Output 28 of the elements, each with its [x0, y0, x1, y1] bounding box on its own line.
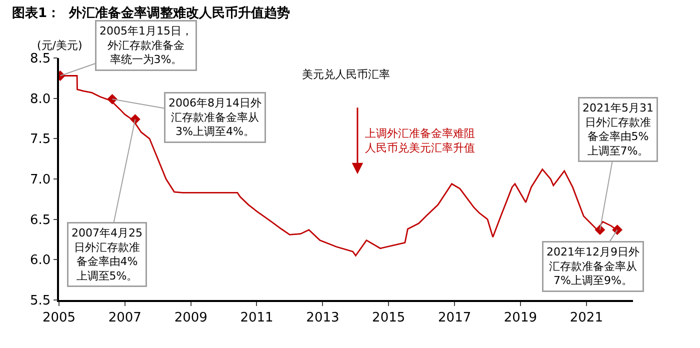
x-tick-label: 2005 [42, 310, 76, 326]
x-tick-label: 2021 [570, 310, 603, 326]
y-tick-label: 8.0 [30, 92, 51, 107]
annotation: 2007年4月25日外汇存款准备金率由4%上调至5%。 [72, 226, 142, 282]
y-tick-label: 8.5 [30, 52, 51, 67]
point [130, 114, 140, 125]
x-tick-label: 2013 [306, 310, 340, 326]
x-tick-label: 2011 [240, 310, 274, 326]
y-tick-label: 6.5 [30, 212, 51, 228]
annotation: 上调外汇准备金率难阻人民币兑美元汇率升值 [365, 127, 475, 154]
x-tick-label: 2015 [372, 310, 406, 326]
x-tick-label: 2009 [174, 310, 208, 326]
y-tick-label: 7.0 [30, 172, 51, 188]
y-tick-label: 7.5 [30, 132, 51, 148]
x-tick-label: 2007 [108, 310, 142, 326]
x-tick-label: 2019 [504, 310, 538, 326]
annotation: 2021年12月9日外汇存款准备金率从7%上调至9%。 [546, 246, 640, 288]
y-tick-label: 5.5 [30, 294, 51, 309]
annotation: 2006年8月14日外汇存款准备金率从3%上调至4%。 [168, 96, 262, 138]
chart-title: 图表1： 外汇准备金率调整难改人民币升值趋势 [12, 5, 290, 21]
y-tick-label: 6.0 [30, 253, 51, 268]
annotation: 2005年1月15日，外汇存款准备金率统一为3%。 [100, 24, 192, 66]
text: 美元兑人民币汇率 [302, 68, 390, 81]
x-tick-label: 2017 [438, 310, 472, 326]
point [612, 224, 622, 236]
point [107, 94, 118, 104]
annotation: 2021年5月31日外汇存款准备金率由5%上调至7%。 [582, 102, 654, 158]
y-axis-title: (元/美元) [37, 39, 82, 52]
